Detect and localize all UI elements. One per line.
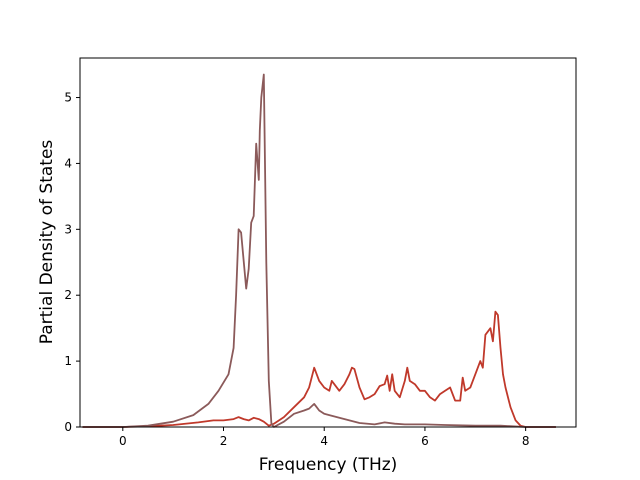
y-tick-label: 0 — [64, 420, 72, 434]
x-axis-label: Frequency (THz) — [259, 455, 398, 475]
series-line-0 — [82, 310, 556, 428]
x-tick-label: 0 — [119, 434, 127, 448]
plot-area — [82, 73, 556, 428]
plot-frame — [79, 57, 577, 428]
y-tick-label: 4 — [64, 156, 72, 170]
y-tick-label: 2 — [64, 288, 72, 302]
x-tick-label: 4 — [320, 434, 328, 448]
y-axis: 0 1 2 3 4 5 — [64, 91, 80, 434]
y-tick-label: 5 — [64, 91, 72, 105]
x-tick-label: 6 — [421, 434, 429, 448]
x-tick-label: 8 — [522, 434, 530, 448]
x-axis: 0 2 4 6 8 — [119, 427, 529, 448]
y-tick-label: 1 — [64, 354, 72, 368]
series-line-1 — [82, 73, 556, 428]
y-tick-label: 3 — [64, 222, 72, 236]
y-axis-label: Partial Density of States — [37, 140, 57, 345]
x-tick-label: 2 — [220, 434, 228, 448]
